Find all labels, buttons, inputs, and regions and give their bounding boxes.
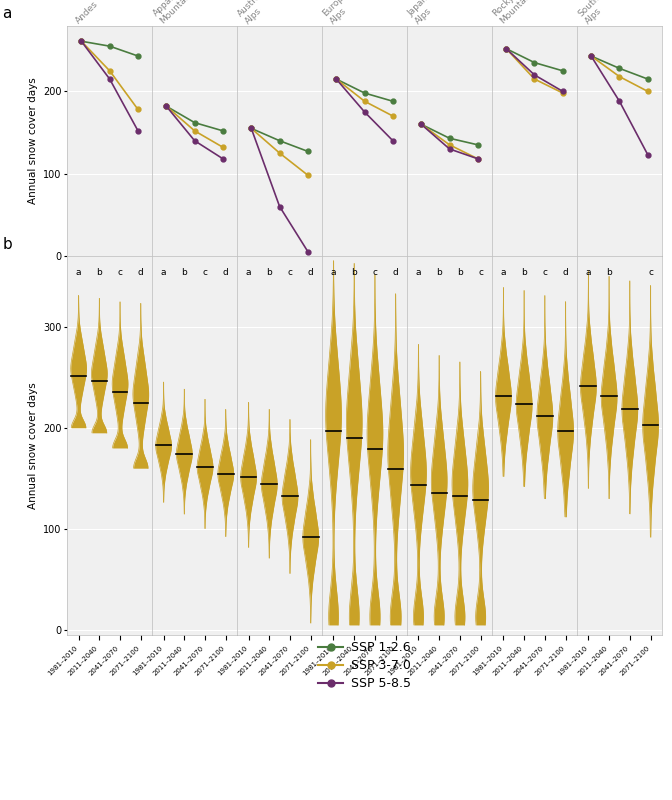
Text: European
Alps: European Alps <box>321 0 365 26</box>
Text: a: a <box>416 268 421 277</box>
Text: c: c <box>648 268 653 277</box>
Text: a: a <box>161 268 166 277</box>
Text: b: b <box>181 268 187 277</box>
Text: c: c <box>372 268 378 277</box>
Text: b: b <box>266 268 272 277</box>
Text: a: a <box>246 268 251 277</box>
Text: d: d <box>308 268 314 277</box>
Text: b: b <box>521 268 527 277</box>
Text: b: b <box>457 268 463 277</box>
Text: a: a <box>331 268 336 277</box>
Legend: SSP 1-2.6, SSP 3-7.0, SSP 5-8.5: SSP 1-2.6, SSP 3-7.0, SSP 5-8.5 <box>313 636 416 695</box>
Text: Japanese
Alps: Japanese Alps <box>406 0 449 26</box>
Text: c: c <box>542 268 547 277</box>
Text: a: a <box>3 6 12 21</box>
Text: c: c <box>288 268 292 277</box>
Text: a: a <box>585 268 591 277</box>
Text: d: d <box>138 268 144 277</box>
Text: b: b <box>436 268 442 277</box>
Text: d: d <box>392 268 398 277</box>
Text: c: c <box>202 268 208 277</box>
Text: d: d <box>562 268 569 277</box>
Text: b: b <box>351 268 357 277</box>
Text: c: c <box>478 268 483 277</box>
Text: a: a <box>76 268 81 277</box>
Text: Andes: Andes <box>73 0 99 26</box>
Y-axis label: Annual snow cover days: Annual snow cover days <box>28 382 38 509</box>
Text: b: b <box>97 268 102 277</box>
Text: c: c <box>118 268 122 277</box>
Text: b: b <box>606 268 612 277</box>
Text: Rocky
Mountains: Rocky Mountains <box>491 0 538 26</box>
Text: Australian
Alps: Australian Alps <box>236 0 282 26</box>
Text: d: d <box>223 268 228 277</box>
Text: Appalachian
Mountains: Appalachian Mountains <box>151 0 204 26</box>
Text: a: a <box>501 268 506 277</box>
Y-axis label: Annual snow cover days: Annual snow cover days <box>28 78 38 204</box>
Text: b: b <box>2 237 12 252</box>
Text: Southern
Alps: Southern Alps <box>576 0 619 26</box>
